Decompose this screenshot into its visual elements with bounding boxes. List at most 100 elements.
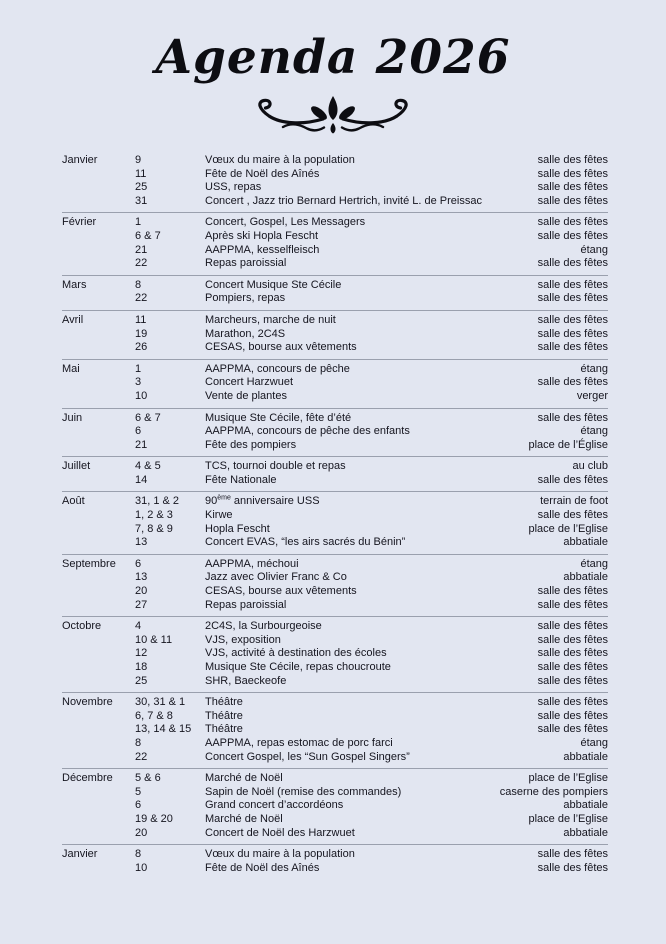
event-rows: 6 AAPPMA, méchoui étang 13 Jazz avec Olivier… bbox=[135, 558, 608, 612]
event-location: étang bbox=[580, 557, 608, 570]
event-location: salle des fêtes bbox=[537, 633, 608, 646]
event-location: salle des fêtes bbox=[537, 216, 608, 229]
event-dates: 19 & 20 bbox=[135, 812, 173, 825]
event-label: Théâtre bbox=[205, 723, 243, 736]
event-dates: 6 & 7 bbox=[135, 411, 161, 424]
event-dates: 1, 2 & 3 bbox=[135, 509, 173, 522]
event-row: 18 Musique Ste Cécile, repas choucroute sa… bbox=[135, 661, 608, 675]
month-label: Juin bbox=[62, 411, 83, 424]
month-label: Avril bbox=[62, 313, 84, 326]
event-location: salle des fêtes bbox=[537, 411, 608, 424]
event-row: 14 Fête Nationale salle des fêtes bbox=[135, 474, 608, 488]
event-dates: 3 bbox=[135, 376, 142, 389]
event-dates: 13 bbox=[135, 571, 148, 584]
event-row: 20 CESAS, bourse aux vêtements salle des f… bbox=[135, 585, 608, 599]
event-location: salle des fêtes bbox=[537, 154, 608, 166]
event-dates: 25 bbox=[135, 181, 148, 194]
event-location: salle des fêtes bbox=[537, 598, 608, 611]
month-label: Octobre bbox=[62, 620, 102, 633]
event-location: abbatiale bbox=[563, 571, 608, 584]
event-row: 1 Concert, Gospel, Les Messagers salle des… bbox=[135, 216, 608, 230]
event-row: 22 Repas paroissial salle des fêtes bbox=[135, 257, 608, 271]
event-label: Repas paroissial bbox=[205, 598, 287, 611]
event-label: 90ème anniversaire USS bbox=[205, 494, 320, 508]
agenda-table: Janvier 9 Vœux du maire à la population sal… bbox=[62, 152, 608, 879]
event-row: 9 Vœux du maire à la population salle des … bbox=[135, 154, 608, 168]
month-label: Janvier bbox=[62, 154, 98, 166]
month-section: Décembre 5 & 6 Marché de Noël place de l’Eg… bbox=[62, 768, 608, 844]
event-location: salle des fêtes bbox=[537, 229, 608, 242]
month-section: Juillet 4 & 5 TCS, tournoi double et repas… bbox=[62, 456, 608, 491]
month-section: Février 1 Concert, Gospel, Les Messagers sa… bbox=[62, 212, 608, 274]
event-location: verger bbox=[576, 389, 608, 402]
month-section: Novembre 30, 31 & 1 Théâtre salle des fêtes… bbox=[62, 692, 608, 768]
event-rows: 4 2C4S, la Surbourgeoise salle des fêtes 10… bbox=[135, 620, 608, 688]
event-row: 12 VJS, activité à destination des écoles… bbox=[135, 647, 608, 661]
event-row: 3 Concert Harzwuet salle des fêtes bbox=[135, 376, 608, 390]
event-row: 10 Fête de Noël des Aînés salle des fêtes bbox=[135, 862, 608, 876]
event-label: Concert EVAS, “les airs sacrés du Bénin” bbox=[205, 536, 406, 549]
event-label: Concert de Noël des Harzwuet bbox=[205, 826, 355, 839]
event-rows: 6 & 7 Musique Ste Cécile, fête d’été salle… bbox=[135, 412, 608, 453]
event-location: place de l’Église bbox=[528, 438, 609, 451]
event-label: Pompiers, repas bbox=[205, 292, 286, 305]
event-label: Marcheurs, marche de nuit bbox=[205, 313, 336, 326]
event-row: 31, 1 & 2 90ème anniversaire USS terrain d… bbox=[135, 495, 608, 509]
event-label: AAPPMA, concours de pêche bbox=[205, 362, 350, 375]
event-location: salle des fêtes bbox=[537, 585, 608, 598]
event-location: salle des fêtes bbox=[537, 257, 608, 270]
event-label: 2C4S, la Surbourgeoise bbox=[205, 620, 322, 633]
event-location: salle des fêtes bbox=[537, 278, 608, 291]
month-label: Mars bbox=[62, 278, 87, 291]
event-dates: 10 bbox=[135, 389, 148, 402]
event-row: 27 Repas paroissial salle des fêtes bbox=[135, 599, 608, 613]
month-label: Février bbox=[62, 216, 97, 229]
month-section: Mai 1 AAPPMA, concours de pêche étang 3 Conce… bbox=[62, 358, 608, 408]
event-row: 1 AAPPMA, concours de pêche étang bbox=[135, 363, 608, 377]
event-label: Musique Ste Cécile, fête d’été bbox=[205, 411, 352, 424]
event-row: 10 & 11 VJS, exposition salle des fêtes bbox=[135, 634, 608, 648]
event-dates: 4 bbox=[135, 620, 142, 633]
event-row: 11 Marcheurs, marche de nuit salle des fêt… bbox=[135, 314, 608, 328]
event-dates: 30, 31 & 1 bbox=[135, 696, 186, 709]
event-label: Concert, Gospel, Les Messagers bbox=[205, 216, 366, 229]
event-row: 11 Fête de Noël des Aînés salle des fêtes bbox=[135, 168, 608, 182]
month-section: Janvier 8 Vœux du maire à la population sal… bbox=[62, 844, 608, 879]
event-row: 4 & 5 TCS, tournoi double et repas au club bbox=[135, 460, 608, 474]
event-dates: 22 bbox=[135, 292, 148, 305]
event-rows: 11 Marcheurs, marche de nuit salle des fêt… bbox=[135, 314, 608, 355]
event-label: Musique Ste Cécile, repas choucroute bbox=[205, 661, 391, 673]
event-label: Après ski Hopla Fescht bbox=[205, 229, 319, 242]
event-row: 21 Fête des pompiers place de l’Église bbox=[135, 439, 608, 453]
event-location: salle des fêtes bbox=[537, 341, 608, 354]
event-location: salle des fêtes bbox=[537, 194, 608, 207]
event-label: VJS, exposition bbox=[205, 633, 281, 646]
event-location: salle des fêtes bbox=[537, 181, 608, 194]
event-dates: 26 bbox=[135, 341, 148, 354]
event-dates: 4 & 5 bbox=[135, 460, 161, 473]
event-row: 19 Marathon, 2C4S salle des fêtes bbox=[135, 328, 608, 342]
event-dates: 20 bbox=[135, 826, 148, 839]
event-dates: 13 bbox=[135, 536, 148, 549]
event-label: Hopla Fescht bbox=[205, 522, 270, 535]
event-location: salle des fêtes bbox=[537, 167, 608, 180]
event-dates: 11 bbox=[135, 167, 147, 180]
event-row: 10 Vente de plantes verger bbox=[135, 390, 608, 404]
event-location: salle des fêtes bbox=[537, 327, 608, 340]
event-rows: 1 Concert, Gospel, Les Messagers salle des… bbox=[135, 216, 608, 270]
event-row: 5 Sapin de Noël (remise des commandes) cas… bbox=[135, 786, 608, 800]
event-dates: 5 & 6 bbox=[135, 772, 161, 785]
month-section: Avril 11 Marcheurs, marche de nuit salle de… bbox=[62, 309, 608, 359]
event-location: terrain de foot bbox=[540, 495, 608, 508]
event-location: salle des fêtes bbox=[537, 647, 608, 660]
event-location: place de l’Eglise bbox=[528, 812, 609, 825]
event-dates: 11 bbox=[135, 313, 147, 326]
event-label: Fête des pompiers bbox=[205, 438, 297, 451]
event-label: Kirwe bbox=[205, 509, 233, 522]
event-rows: 1 AAPPMA, concours de pêche étang 3 Concert … bbox=[135, 363, 608, 404]
event-dates: 31, 1 & 2 bbox=[135, 495, 180, 508]
event-label: Fête de Noël des Aînés bbox=[205, 167, 320, 180]
event-location: salle des fêtes bbox=[537, 661, 608, 673]
month-label: Novembre bbox=[62, 696, 113, 709]
event-label: TCS, tournoi double et repas bbox=[205, 460, 346, 473]
